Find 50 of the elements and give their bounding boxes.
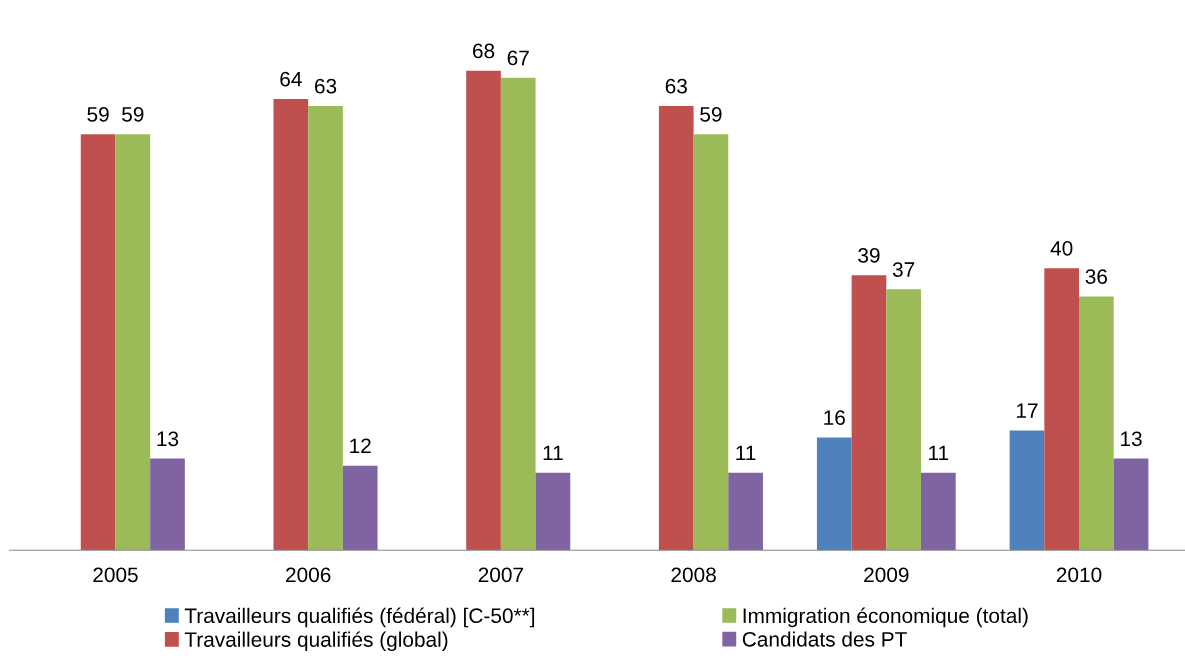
x-tick-label: 2007	[478, 567, 524, 583]
data-label: 59	[700, 107, 722, 122]
data-label: 12	[350, 438, 371, 453]
legend-label: Travailleurs qualifiés (fédéral) [C-50**]	[184, 607, 535, 628]
bar	[1044, 268, 1080, 551]
data-label: 63	[665, 78, 687, 94]
bar	[150, 458, 185, 551]
bar	[80, 134, 116, 551]
bar	[1113, 458, 1149, 551]
data-label: 13	[157, 431, 179, 447]
x-tick-label: 2006	[286, 567, 331, 583]
bar	[920, 472, 956, 551]
data-label: 17	[1016, 403, 1038, 418]
bar	[1079, 296, 1114, 551]
data-label: 39	[858, 248, 880, 263]
x-tick-label: 2008	[671, 567, 716, 583]
bar	[342, 465, 378, 551]
bar	[500, 77, 536, 551]
bar	[535, 472, 571, 551]
data-label: 68	[473, 43, 495, 59]
data-label: 11	[543, 445, 563, 461]
data-label: 13	[1121, 431, 1142, 447]
data-label: 40	[1050, 240, 1073, 256]
data-label: 59	[122, 107, 144, 122]
bar	[273, 98, 309, 551]
x-tick-label: 2009	[864, 567, 909, 583]
bar	[658, 105, 694, 551]
data-label: 11	[736, 445, 756, 461]
bar	[308, 105, 343, 551]
x-tick-label: 2005	[93, 567, 138, 583]
data-label: 67	[507, 50, 529, 66]
data-label: 64	[280, 71, 302, 87]
bar	[466, 70, 501, 551]
bar	[115, 134, 151, 551]
bar	[816, 437, 852, 551]
data-label: 36	[1085, 269, 1108, 284]
data-label: 16	[824, 410, 845, 425]
bar	[886, 289, 921, 551]
bar	[851, 275, 887, 551]
bar	[728, 472, 763, 551]
data-label: 63	[314, 78, 337, 94]
bar	[693, 134, 729, 551]
data-label: 37	[892, 262, 915, 277]
legend-label: Candidats des PT	[742, 631, 907, 647]
data-label: 59	[87, 107, 109, 122]
data-label: 11	[929, 445, 949, 461]
bar	[1009, 430, 1045, 551]
legend-label: Immigration économique (total)	[743, 607, 1028, 628]
x-tick-label: 2010	[1056, 567, 1102, 583]
legend-label: Travailleurs qualifiés (global)	[184, 631, 448, 652]
